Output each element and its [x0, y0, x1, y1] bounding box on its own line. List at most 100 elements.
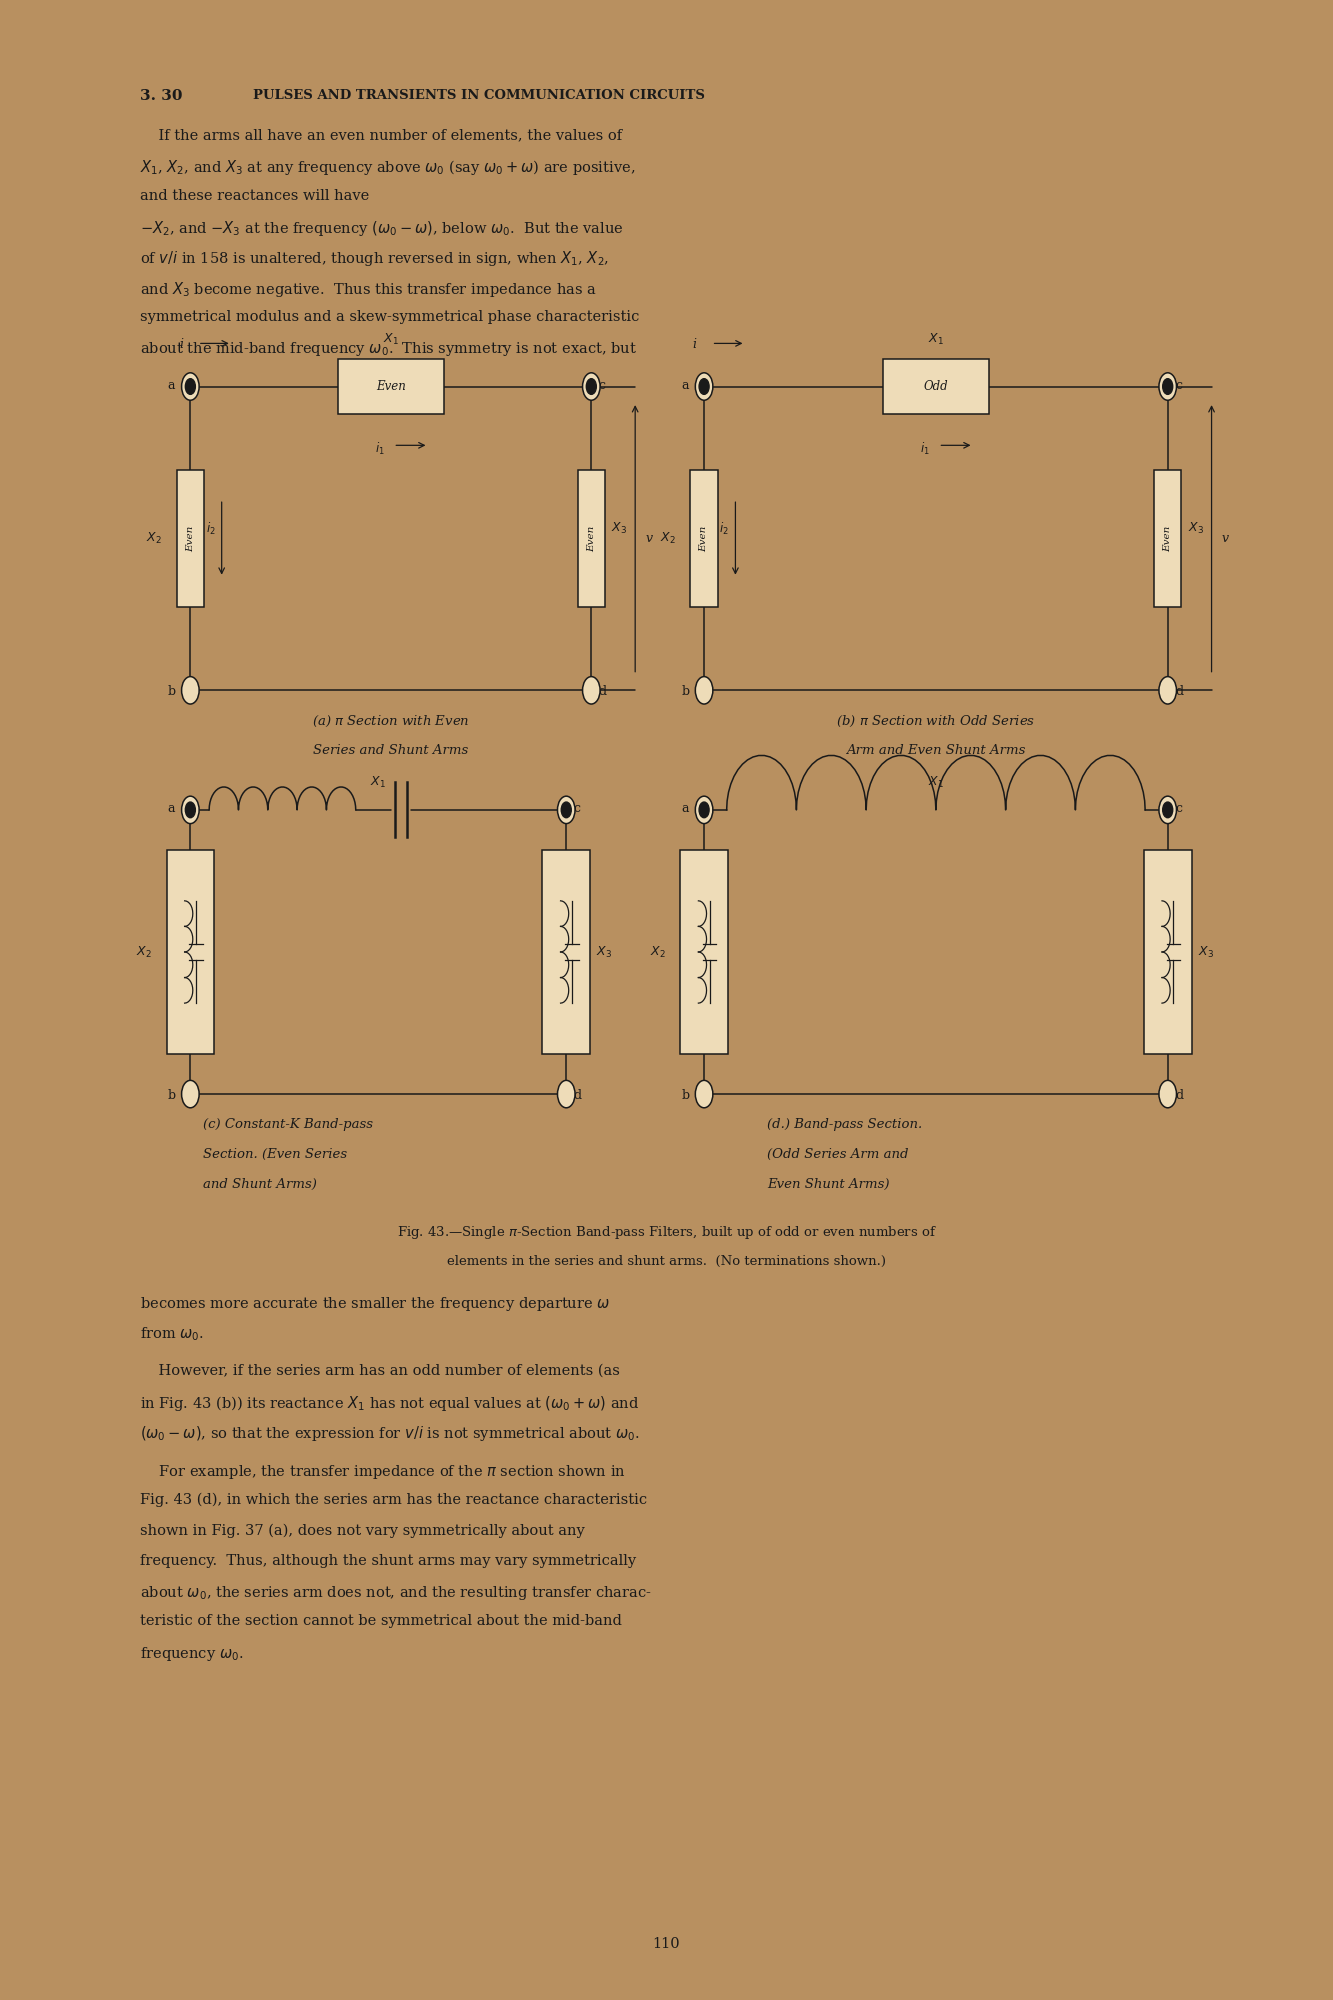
Circle shape	[1158, 676, 1177, 704]
Text: $X_3$: $X_3$	[612, 522, 628, 536]
Circle shape	[696, 676, 713, 704]
Text: $X_2$: $X_2$	[660, 530, 676, 546]
Text: Even: Even	[700, 526, 709, 552]
Text: $-X_2$, and $-X_3$ at the frequency $(\omega_0-\omega)$, below $\omega_0$.  But : $-X_2$, and $-X_3$ at the frequency $(\o…	[140, 218, 624, 238]
Text: shown in Fig. 37 (a), does not vary symmetrically about any: shown in Fig. 37 (a), does not vary symm…	[140, 1524, 585, 1538]
Text: symmetrical modulus and a skew-symmetrical phase characteristic: symmetrical modulus and a skew-symmetric…	[140, 310, 640, 324]
Bar	[167, 850, 215, 1054]
Text: (c) Constant-K Band-pass: (c) Constant-K Band-pass	[203, 1118, 373, 1130]
Circle shape	[696, 372, 713, 400]
Text: $X_1$: $X_1$	[371, 776, 387, 790]
Text: i: i	[693, 338, 697, 350]
Text: $(\omega_0-\omega)$, so that the expression for $v/i$ is not symmetrical about $: $(\omega_0-\omega)$, so that the express…	[140, 1424, 640, 1444]
Bar	[882, 360, 989, 414]
Bar	[1144, 850, 1192, 1054]
Circle shape	[181, 796, 199, 824]
Text: becomes more accurate the smaller the frequency departure $\omega$: becomes more accurate the smaller the fr…	[140, 1294, 611, 1312]
Text: frequency $\omega_0$.: frequency $\omega_0$.	[140, 1644, 244, 1662]
Text: d: d	[1176, 686, 1184, 698]
Text: (Odd Series Arm and: (Odd Series Arm and	[766, 1148, 908, 1160]
Text: Fig. 43.—Single $\pi$-Section Band-pass Filters, built up of odd or even numbers: Fig. 43.—Single $\pi$-Section Band-pass …	[396, 1224, 937, 1242]
Bar	[680, 850, 728, 1054]
Text: of $v/i$ in 158 is unaltered, though reversed in sign, when $X_1$, $X_2$,: of $v/i$ in 158 is unaltered, though rev…	[140, 250, 609, 268]
Circle shape	[181, 372, 199, 400]
Text: Odd: Odd	[924, 380, 948, 394]
Text: 3. 30: 3. 30	[140, 88, 183, 102]
Text: c: c	[599, 378, 605, 392]
Text: For example, the transfer impedance of the $\pi$ section shown in: For example, the transfer impedance of t…	[140, 1462, 627, 1480]
Text: a: a	[168, 378, 176, 392]
Text: 110: 110	[653, 1936, 680, 1950]
Circle shape	[696, 1080, 713, 1108]
Circle shape	[185, 802, 196, 818]
Text: and $X_3$ become negative.  Thus this transfer impedance has a: and $X_3$ become negative. Thus this tra…	[140, 280, 597, 298]
Text: a: a	[168, 802, 176, 816]
Circle shape	[583, 676, 600, 704]
Text: teristic of the section cannot be symmetrical about the mid-band: teristic of the section cannot be symmet…	[140, 1614, 623, 1628]
Text: elements in the series and shunt arms.  (No terminations shown.): elements in the series and shunt arms. (…	[447, 1254, 886, 1268]
Text: a: a	[681, 378, 689, 392]
Text: and Shunt Arms): and Shunt Arms)	[203, 1178, 317, 1192]
Text: (d.) Band-pass Section.: (d.) Band-pass Section.	[766, 1118, 922, 1130]
Text: PULSES AND TRANSIENTS IN COMMUNICATION CIRCUITS: PULSES AND TRANSIENTS IN COMMUNICATION C…	[253, 88, 705, 102]
Text: frequency.  Thus, although the shunt arms may vary symmetrically: frequency. Thus, although the shunt arms…	[140, 1554, 636, 1568]
Circle shape	[698, 802, 709, 818]
Circle shape	[561, 802, 572, 818]
Text: $i_1$: $i_1$	[920, 442, 929, 458]
Text: $X_2$: $X_2$	[136, 944, 152, 960]
Text: b: b	[168, 1088, 176, 1102]
Text: $X_1$: $X_1$	[928, 776, 944, 790]
Text: However, if the series arm has an odd number of elements (as: However, if the series arm has an odd nu…	[140, 1364, 620, 1378]
Text: c: c	[1176, 802, 1182, 816]
Text: in Fig. 43 (b)) its reactance $X_1$ has not equal values at $(\omega_0+\omega)$ : in Fig. 43 (b)) its reactance $X_1$ has …	[140, 1394, 640, 1412]
Text: Arm and Even Shunt Arms: Arm and Even Shunt Arms	[846, 744, 1025, 758]
Text: i: i	[179, 338, 183, 350]
Text: v: v	[645, 532, 652, 544]
Circle shape	[181, 1080, 199, 1108]
Circle shape	[696, 796, 713, 824]
Text: Even Shunt Arms): Even Shunt Arms)	[766, 1178, 889, 1192]
Circle shape	[698, 378, 709, 394]
Bar	[1154, 470, 1181, 608]
Text: $X_2$: $X_2$	[145, 530, 161, 546]
Bar	[543, 850, 591, 1054]
Circle shape	[1162, 378, 1173, 394]
Circle shape	[1162, 802, 1173, 818]
Bar	[337, 360, 444, 414]
Circle shape	[181, 676, 199, 704]
Text: about the mid-band frequency $\omega_0$.  This symmetry is not exact, but: about the mid-band frequency $\omega_0$.…	[140, 340, 637, 358]
Text: a: a	[681, 802, 689, 816]
Circle shape	[1158, 372, 1177, 400]
Circle shape	[185, 378, 196, 394]
Text: Even: Even	[185, 526, 195, 552]
Text: $i_1$: $i_1$	[375, 442, 385, 458]
Text: c: c	[573, 802, 581, 816]
Text: Series and Shunt Arms: Series and Shunt Arms	[313, 744, 468, 758]
Circle shape	[587, 378, 596, 394]
Text: $X_1$: $X_1$	[928, 332, 944, 348]
Circle shape	[557, 1080, 575, 1108]
Text: $X_2$: $X_2$	[649, 944, 665, 960]
Text: Even: Even	[587, 526, 596, 552]
Text: from $\omega_0$.: from $\omega_0$.	[140, 1326, 204, 1344]
Text: $X_3$: $X_3$	[1198, 944, 1214, 960]
Text: If the arms all have an even number of elements, the values of: If the arms all have an even number of e…	[140, 128, 623, 142]
Text: and these reactances will have: and these reactances will have	[140, 188, 375, 202]
Text: $i_2$: $i_2$	[205, 520, 216, 536]
Text: b: b	[681, 686, 689, 698]
Text: Even: Even	[1164, 526, 1172, 552]
Text: $X_1$: $X_1$	[383, 332, 399, 348]
Text: about $\omega_0$, the series arm does not, and the resulting transfer charac-: about $\omega_0$, the series arm does no…	[140, 1584, 652, 1602]
Circle shape	[1158, 1080, 1177, 1108]
Text: Even: Even	[376, 380, 405, 394]
Text: b: b	[168, 686, 176, 698]
Circle shape	[557, 796, 575, 824]
Text: v: v	[1221, 532, 1229, 544]
Text: d: d	[599, 686, 607, 698]
Bar	[690, 470, 718, 608]
Circle shape	[583, 372, 600, 400]
Text: $X_1$, $X_2$, and $X_3$ at any frequency above $\omega_0$ (say $\omega_0+\omega$: $X_1$, $X_2$, and $X_3$ at any frequency…	[140, 158, 636, 178]
Text: (b) $\pi$ Section with Odd Series: (b) $\pi$ Section with Odd Series	[836, 714, 1036, 728]
Text: Section. (Even Series: Section. (Even Series	[203, 1148, 347, 1160]
Text: b: b	[681, 1088, 689, 1102]
